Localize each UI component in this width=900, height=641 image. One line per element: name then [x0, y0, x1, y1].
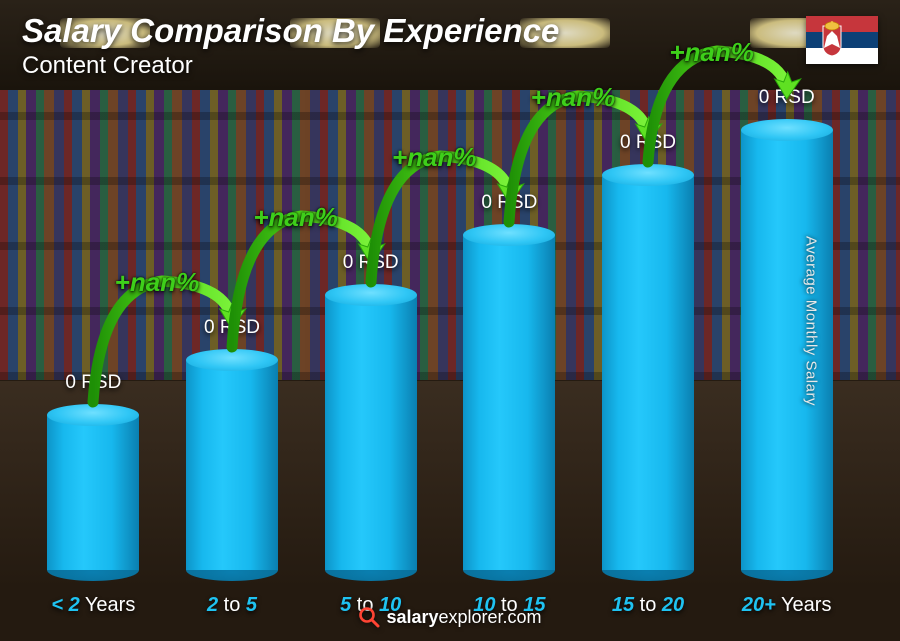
bar-column: [325, 284, 417, 581]
pct-change-label: +nan%: [253, 202, 338, 233]
page-title: Salary Comparison By Experience: [22, 12, 878, 50]
bar-4: 0 RSD15 to 20: [585, 132, 712, 581]
bar-column: [602, 164, 694, 581]
brand-bold: salary: [386, 607, 438, 627]
bar-1: 0 RSD2 to 5: [169, 317, 296, 581]
page-subtitle: Content Creator: [22, 52, 878, 80]
pct-change-label: +nan%: [392, 142, 477, 173]
brand-rest: explorer: [439, 607, 503, 627]
pct-change-label: +nan%: [531, 82, 616, 113]
bar-value-label: 0 RSD: [481, 192, 537, 214]
bar-value-label: 0 RSD: [620, 132, 676, 154]
footer: salaryexplorer.com: [0, 606, 900, 633]
bar-2: 0 RSD5 to 10: [307, 252, 434, 581]
bar-5: 0 RSD20+ Years: [723, 87, 850, 581]
bar-value-label: 0 RSD: [204, 317, 260, 339]
bar-value-label: 0 RSD: [759, 87, 815, 109]
y-axis-label: Average Monthly Salary: [803, 236, 820, 406]
bar-3: 0 RSD10 to 15: [446, 192, 573, 581]
brand-suffix: .com: [503, 607, 542, 627]
bar-column: [463, 224, 555, 581]
magnifier-icon: [358, 606, 380, 628]
bar-value-label: 0 RSD: [65, 372, 121, 394]
bar-0: 0 RSD< 2 Years: [30, 372, 157, 581]
bar-chart: 0 RSD< 2 Years0 RSD2 to 50 RSD5 to 100 R…: [30, 100, 850, 581]
brand-logo: salaryexplorer.com: [358, 606, 541, 628]
pct-change-label: +nan%: [115, 267, 200, 298]
bar-value-label: 0 RSD: [343, 252, 399, 274]
bar-column: [47, 404, 139, 581]
bar-column: [186, 349, 278, 581]
brand-text: salaryexplorer.com: [386, 607, 541, 628]
flag-serbia-icon: [806, 16, 878, 64]
header: Salary Comparison By Experience Content …: [22, 12, 878, 80]
